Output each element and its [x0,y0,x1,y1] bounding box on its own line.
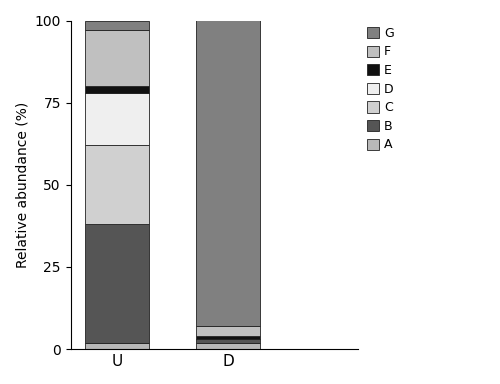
Bar [196,336,260,339]
Bar [84,93,150,146]
Bar [196,343,260,349]
Bar [84,20,150,30]
Bar [84,224,150,343]
Bar [196,20,260,326]
Bar [84,30,150,86]
Bar [84,86,150,93]
Bar [84,146,150,224]
Legend: G, F, E, D, C, B, A: G, F, E, D, C, B, A [366,27,394,152]
Bar [196,339,260,343]
Bar [196,326,260,336]
Bar [84,343,150,349]
Y-axis label: Relative abundance (%): Relative abundance (%) [15,102,29,268]
